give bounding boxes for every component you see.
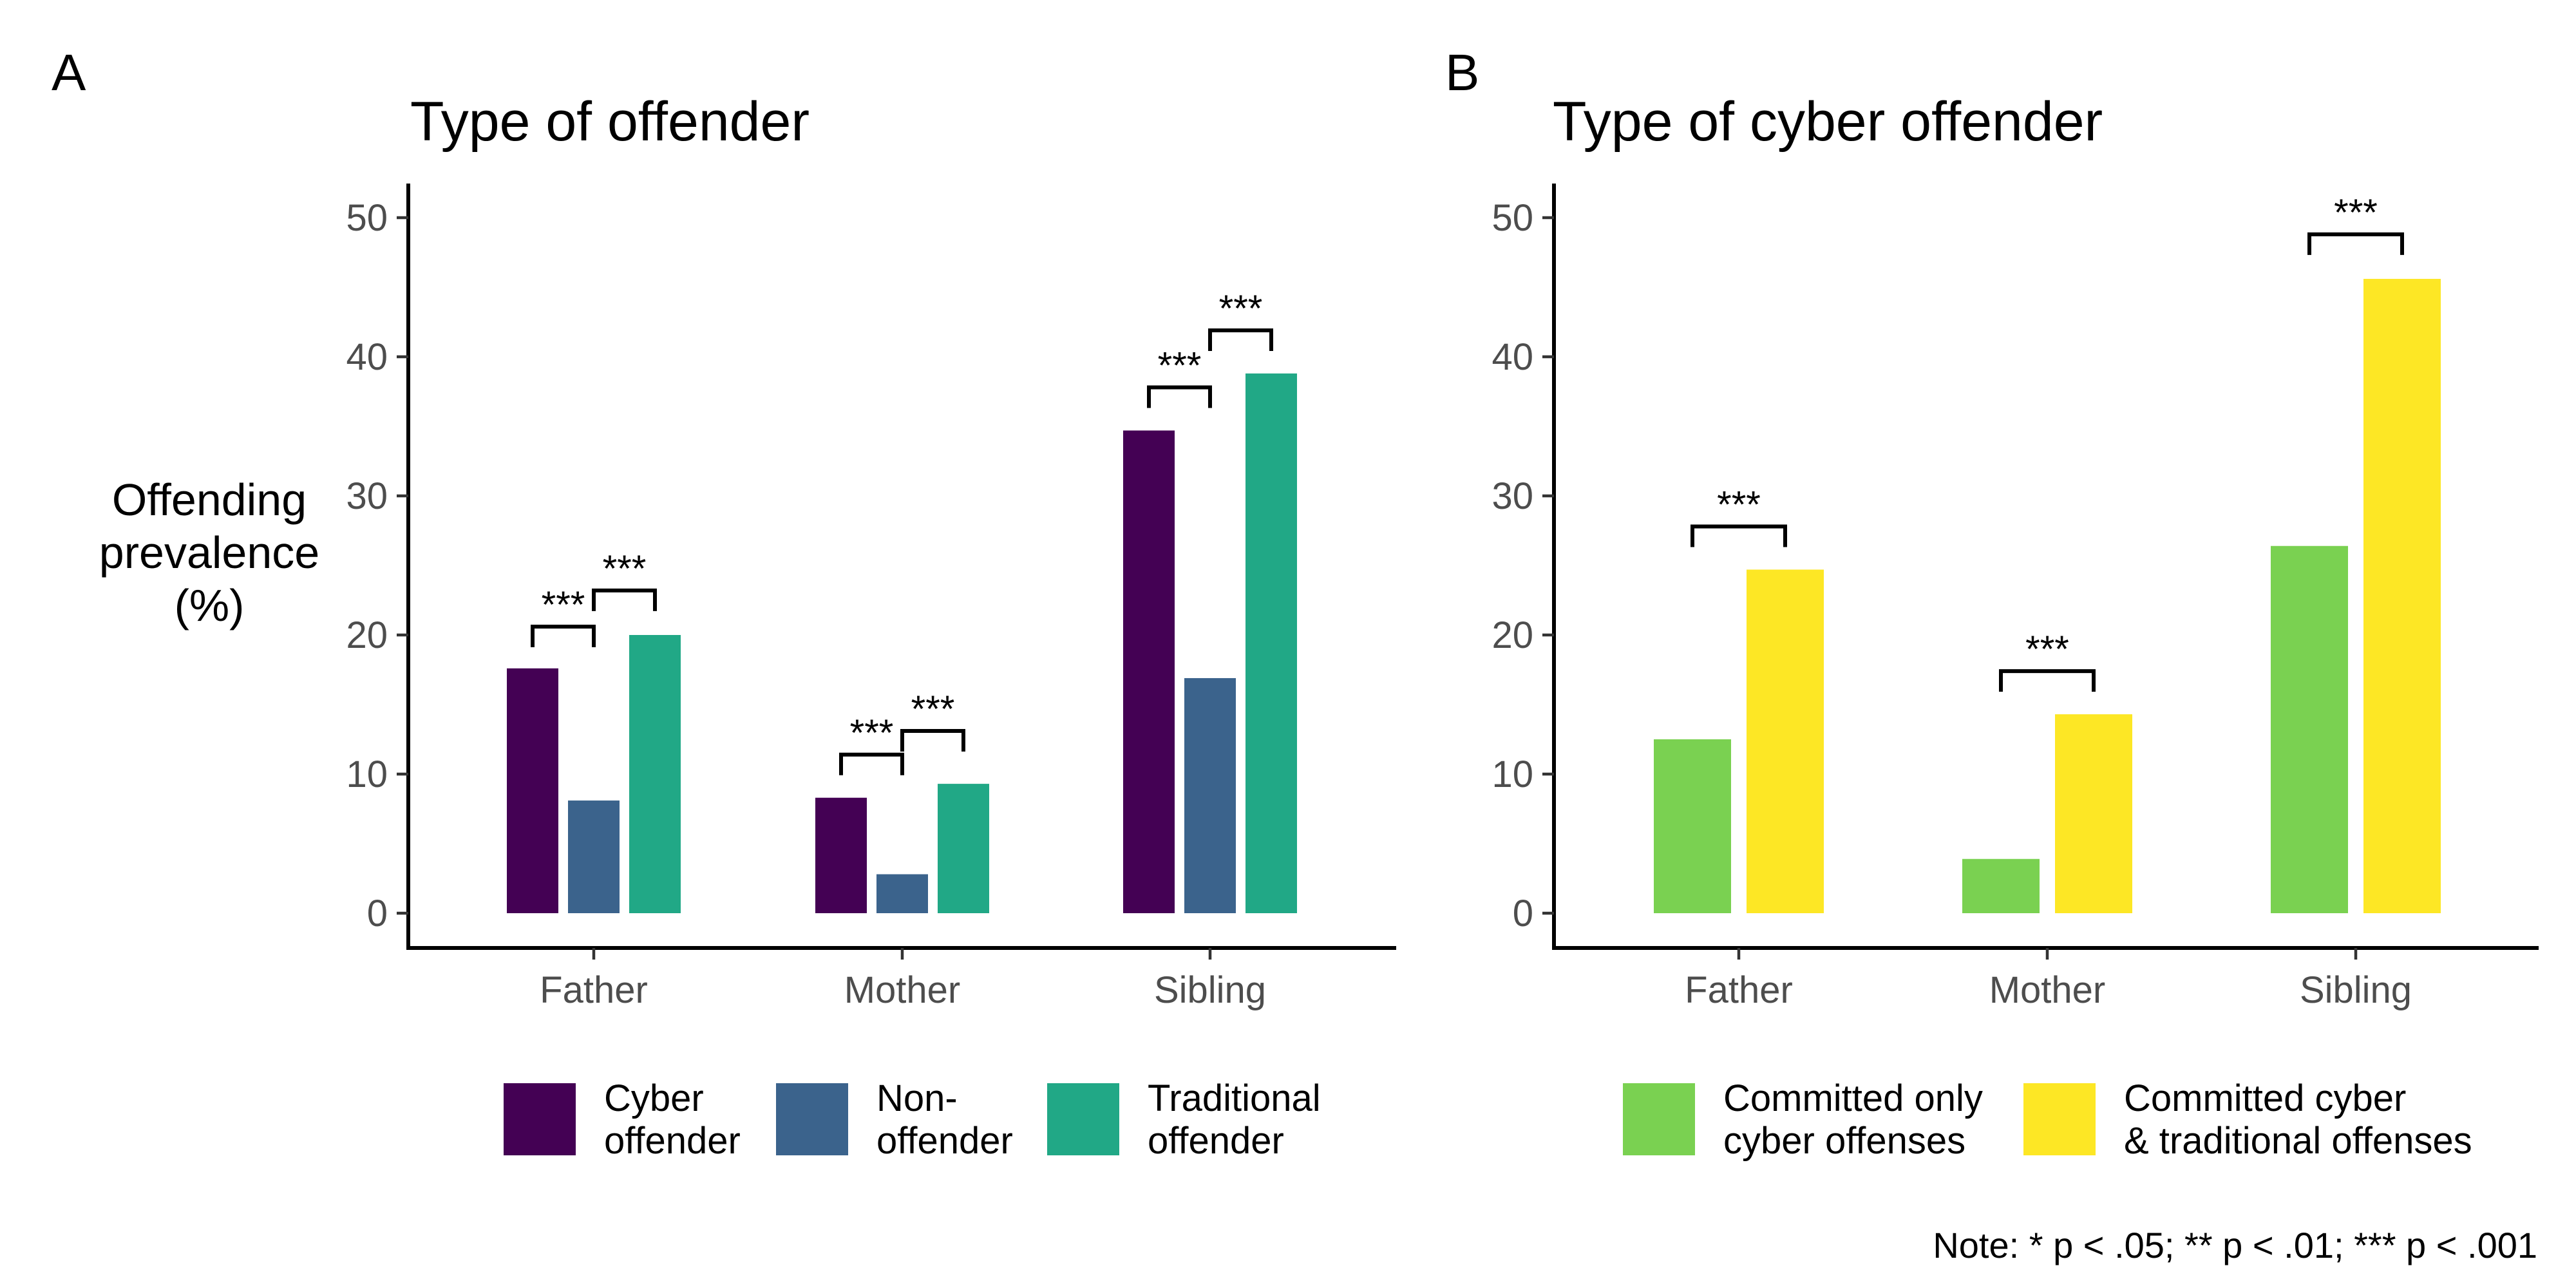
bar bbox=[2363, 279, 2441, 913]
legend-label: Committed only cyber offenses bbox=[1723, 1077, 1983, 1162]
y-tick-label: 40 bbox=[346, 336, 388, 378]
y-tick-label: 20 bbox=[1492, 614, 1533, 656]
y-axis-title-line: Offending bbox=[112, 475, 307, 525]
legend-label: Committed cyber & traditional offenses bbox=[2124, 1077, 2472, 1162]
significance-label: *** bbox=[2334, 192, 2378, 234]
significance-bracket bbox=[900, 729, 965, 752]
y-tick-label: 10 bbox=[346, 753, 388, 795]
bar bbox=[1747, 569, 1824, 913]
legend-label-line: Non- bbox=[876, 1077, 958, 1119]
y-tick-label: 50 bbox=[1492, 197, 1533, 239]
legend-label: Non-offender bbox=[876, 1077, 1013, 1162]
legend-key bbox=[504, 1083, 576, 1155]
y-tick-label: 30 bbox=[1492, 475, 1533, 517]
panel-b-title: Type of cyber offender bbox=[1553, 91, 2103, 153]
panel-a-y-axis-title: Offending prevalence (%) bbox=[99, 475, 319, 630]
significance-label: *** bbox=[850, 712, 894, 754]
bar bbox=[876, 874, 928, 913]
legend-item: Committed only cyber offenses bbox=[1623, 1077, 1983, 1162]
panel-a: A Type of offender Offending prevalence (%) 0… bbox=[52, 44, 1396, 1162]
significance-label: *** bbox=[542, 584, 585, 626]
bar bbox=[1654, 739, 1731, 913]
legend-label: Cyber offender bbox=[604, 1077, 741, 1162]
panel-a-letter: A bbox=[52, 44, 86, 101]
legend-key bbox=[776, 1083, 848, 1155]
significance-bracket bbox=[1999, 669, 2096, 692]
bar bbox=[2055, 714, 2132, 913]
legend-label-line: Cyber bbox=[604, 1077, 704, 1119]
legend-label-line: offender bbox=[604, 1120, 741, 1162]
y-tick-label: 10 bbox=[1492, 753, 1533, 795]
x-tick-label: Father bbox=[1685, 969, 1793, 1011]
significance-label: *** bbox=[1219, 288, 1263, 330]
panel-b-letter: B bbox=[1445, 44, 1479, 101]
legend-label-line: offender bbox=[876, 1120, 1013, 1162]
bar bbox=[938, 784, 989, 913]
legend-label-line: Committed only bbox=[1723, 1077, 1983, 1119]
y-tick-label: 20 bbox=[346, 614, 388, 656]
significance-label: *** bbox=[1158, 345, 1202, 387]
legend-item: Non-offender bbox=[776, 1077, 1013, 1162]
significance-bracket bbox=[531, 625, 596, 648]
panel-b-legend: Committed only cyber offenses Committed cy… bbox=[1623, 1077, 2472, 1162]
y-axis-title-line: prevalence bbox=[99, 527, 319, 578]
y-tick-label: 50 bbox=[346, 197, 388, 239]
significance-bracket bbox=[1147, 385, 1212, 408]
significance-label: *** bbox=[911, 688, 955, 730]
bar bbox=[568, 800, 620, 913]
bar bbox=[815, 797, 867, 913]
legend-label-line: cyber offenses bbox=[1723, 1120, 1965, 1162]
legend-label: Traditional offender bbox=[1148, 1077, 1321, 1162]
significance-label: *** bbox=[603, 548, 647, 590]
y-tick-label: 30 bbox=[346, 475, 388, 517]
legend-item: Cyber offender bbox=[504, 1077, 741, 1162]
bar bbox=[1184, 677, 1236, 913]
y-tick-label: 40 bbox=[1492, 336, 1533, 378]
x-tick-label: Sibling bbox=[2300, 969, 2412, 1011]
significance-bracket bbox=[592, 588, 657, 611]
legend-key bbox=[2023, 1083, 2096, 1155]
legend-label-line: Traditional bbox=[1148, 1077, 1321, 1119]
y-tick-label: 0 bbox=[1513, 893, 1533, 934]
y-tick-label: 0 bbox=[367, 893, 388, 934]
significance-bracket bbox=[1690, 524, 1787, 547]
significance-bracket bbox=[1208, 328, 1273, 351]
legend-label-line: & traditional offenses bbox=[2124, 1120, 2472, 1162]
legend-label-line: offender bbox=[1148, 1120, 1284, 1162]
significance-bracket bbox=[2307, 232, 2404, 255]
bar bbox=[1245, 373, 1297, 913]
bar bbox=[1123, 430, 1175, 913]
x-tick-label: Mother bbox=[844, 969, 961, 1011]
significance-bracket bbox=[839, 752, 904, 775]
legend-item: Committed cyber & traditional offenses bbox=[2023, 1077, 2472, 1162]
legend-item: Traditional offender bbox=[1047, 1077, 1321, 1162]
panel-b: B Type of cyber offender 0 10 20 30 40 50 Father… bbox=[1445, 44, 2539, 1162]
panel-a-title: Type of offender bbox=[410, 91, 810, 153]
bar bbox=[1962, 858, 2040, 913]
legend-label-line: Committed cyber bbox=[2124, 1077, 2406, 1119]
significance-label: *** bbox=[1717, 484, 1761, 526]
legend-key bbox=[1047, 1083, 1119, 1155]
bar bbox=[507, 668, 558, 913]
bar bbox=[2271, 545, 2348, 913]
x-tick-label: Sibling bbox=[1154, 969, 1266, 1011]
x-tick-label: Mother bbox=[1989, 969, 2106, 1011]
legend-key bbox=[1623, 1083, 1695, 1155]
bar bbox=[629, 635, 681, 913]
significance-note: Note: * p < .05; ** p < .01; *** p < .00… bbox=[1933, 1225, 2537, 1265]
x-tick-label: Father bbox=[540, 969, 648, 1011]
significance-label: *** bbox=[2025, 629, 2069, 670]
y-axis-title-line: (%) bbox=[175, 580, 245, 630]
